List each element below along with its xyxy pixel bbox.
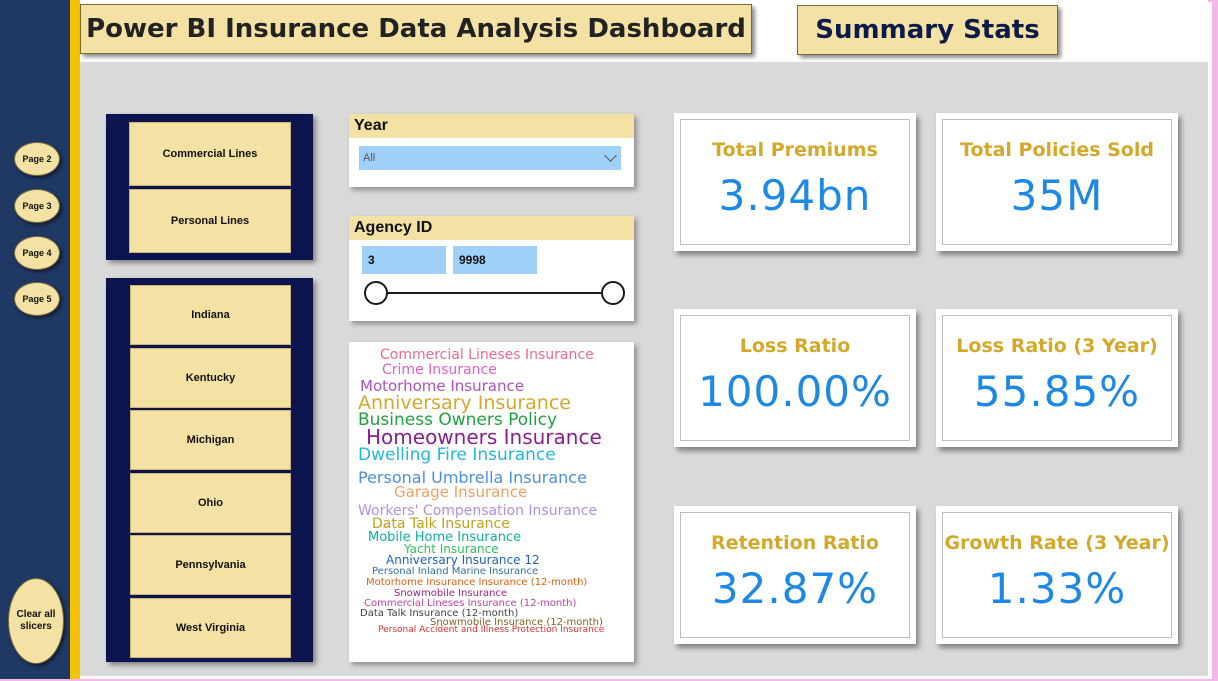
kpi-value: 100.00%	[698, 367, 892, 416]
slicer-item-michigan[interactable]: Michigan	[130, 410, 291, 470]
word-cloud-term[interactable]: Commercial Lineses Insurance	[380, 347, 594, 363]
year-dropdown[interactable]: All	[359, 146, 621, 170]
kpi-value: 1.33%	[987, 564, 1127, 613]
word-cloud-term[interactable]: Data Talk Insurance (12-month)	[360, 608, 519, 619]
left-nav	[0, 0, 70, 681]
word-cloud-term[interactable]: Yacht Insurance	[404, 542, 499, 556]
accent-bar	[70, 0, 80, 681]
word-cloud-term[interactable]: Data Talk Insurance	[372, 516, 510, 532]
word-cloud-term[interactable]: Crime Insurance	[382, 362, 497, 378]
summary-stats-button[interactable]: Summary Stats	[797, 5, 1058, 55]
slicer-item-ohio[interactable]: Ohio	[130, 473, 291, 533]
state-slicer: Indiana Kentucky Michigan Ohio Pennsylva…	[106, 278, 313, 662]
kpi-value: 55.85%	[973, 367, 1141, 416]
kpi-card-total-policies-sold: Total Policies Sold 35M	[936, 113, 1178, 251]
kpi-card-border	[680, 119, 910, 245]
word-cloud-term[interactable]: Motorhome Insurance Insurance (12-month)	[366, 577, 588, 588]
year-filter: Year All	[349, 114, 634, 187]
word-cloud-term[interactable]: Snowmobile Insurance	[394, 588, 508, 599]
word-cloud-term[interactable]: Anniversary Insurance 12	[386, 553, 540, 567]
agency-min-input[interactable]: 3	[362, 246, 446, 274]
agency-range-slider[interactable]	[349, 276, 634, 310]
policy-word-cloud: Commercial Lineses Insurance Crime Insur…	[349, 342, 634, 662]
kpi-value: 3.94bn	[718, 171, 872, 220]
lines-slicer: Commercial Lines Personal Lines	[106, 114, 313, 260]
dashboard-title: Power BI Insurance Data Analysis Dashboa…	[80, 4, 752, 54]
page-4-button[interactable]: Page 4	[14, 236, 60, 270]
word-cloud-term[interactable]: Motorhome Insurance	[360, 377, 524, 395]
page-2-button[interactable]: Page 2	[14, 142, 60, 176]
kpi-label: Total Premiums	[712, 139, 878, 161]
kpi-card-border	[942, 315, 1172, 441]
word-cloud-term[interactable]: Personal Umbrella Insurance	[358, 468, 587, 487]
kpi-card-border	[942, 512, 1172, 638]
kpi-card-border	[680, 512, 910, 638]
slider-max-handle[interactable]	[601, 281, 625, 305]
kpi-card-total-premiums: Total Premiums 3.94bn	[674, 113, 916, 251]
slicer-item-indiana[interactable]: Indiana	[130, 285, 291, 345]
page-3-button[interactable]: Page 3	[14, 189, 60, 223]
slicer-item-personal-lines[interactable]: Personal Lines	[129, 189, 291, 253]
word-cloud-term[interactable]: Garage Insurance	[394, 483, 528, 501]
kpi-value: 32.87%	[711, 564, 879, 613]
word-cloud-term[interactable]: Workers' Compensation Insurance	[358, 503, 598, 519]
year-filter-title: Year	[349, 114, 634, 138]
clear-all-slicers-button[interactable]: Clear all slicers	[8, 578, 64, 664]
slicer-item-commercial-lines[interactable]: Commercial Lines	[129, 122, 291, 186]
kpi-label: Growth Rate (3 Year)	[944, 532, 1170, 554]
kpi-label: Retention Ratio	[711, 532, 879, 554]
word-cloud-term[interactable]: Commercial Lineses Insurance (12-month)	[364, 598, 577, 609]
kpi-card-border	[942, 119, 1172, 245]
word-cloud-term[interactable]: Business Owners Policy	[358, 410, 558, 430]
kpi-card-loss-ratio-3-year: Loss Ratio (3 Year) 55.85%	[936, 309, 1178, 447]
slicer-item-west-virginia[interactable]: West Virginia	[130, 598, 291, 658]
kpi-card-loss-ratio: Loss Ratio 100.00%	[674, 309, 916, 447]
agency-max-input[interactable]: 9998	[453, 246, 537, 274]
slicer-item-pennsylvania[interactable]: Pennsylvania	[130, 535, 291, 595]
word-cloud-term[interactable]: Dwelling Fire Insurance	[358, 445, 556, 465]
slider-min-handle[interactable]	[364, 281, 388, 305]
word-cloud-term[interactable]: Snowmobile Insurance (12-month)	[430, 617, 603, 628]
word-cloud-term[interactable]: Personal Inland Marine Insurance	[372, 566, 539, 577]
kpi-label: Loss Ratio	[739, 335, 851, 357]
kpi-value: 35M	[1010, 171, 1104, 220]
frame-bottom	[0, 679, 1218, 681]
word-cloud-term[interactable]: Mobile Home Insurance	[368, 530, 522, 545]
word-cloud-term[interactable]: Personal Accident and Illness Protection…	[378, 625, 605, 635]
agency-filter: Agency ID 3 9998	[349, 216, 634, 321]
page-5-button[interactable]: Page 5	[14, 282, 60, 316]
kpi-card-border	[680, 315, 910, 441]
word-cloud-term[interactable]: Anniversary Insurance	[358, 392, 571, 414]
kpi-label: Total Policies Sold	[960, 139, 1154, 161]
frame-right	[1212, 0, 1218, 681]
agency-filter-title: Agency ID	[349, 216, 634, 240]
kpi-card-growth-rate-3-year: Growth Rate (3 Year) 1.33%	[936, 506, 1178, 644]
kpi-card-retention-ratio: Retention Ratio 32.87%	[674, 506, 916, 644]
slicer-item-kentucky[interactable]: Kentucky	[130, 348, 291, 408]
year-dropdown-value: All	[363, 152, 376, 164]
chevron-down-icon	[604, 149, 617, 162]
kpi-label: Loss Ratio (3 Year)	[956, 335, 1158, 357]
word-cloud-term[interactable]: Homeowners Insurance	[366, 425, 602, 449]
